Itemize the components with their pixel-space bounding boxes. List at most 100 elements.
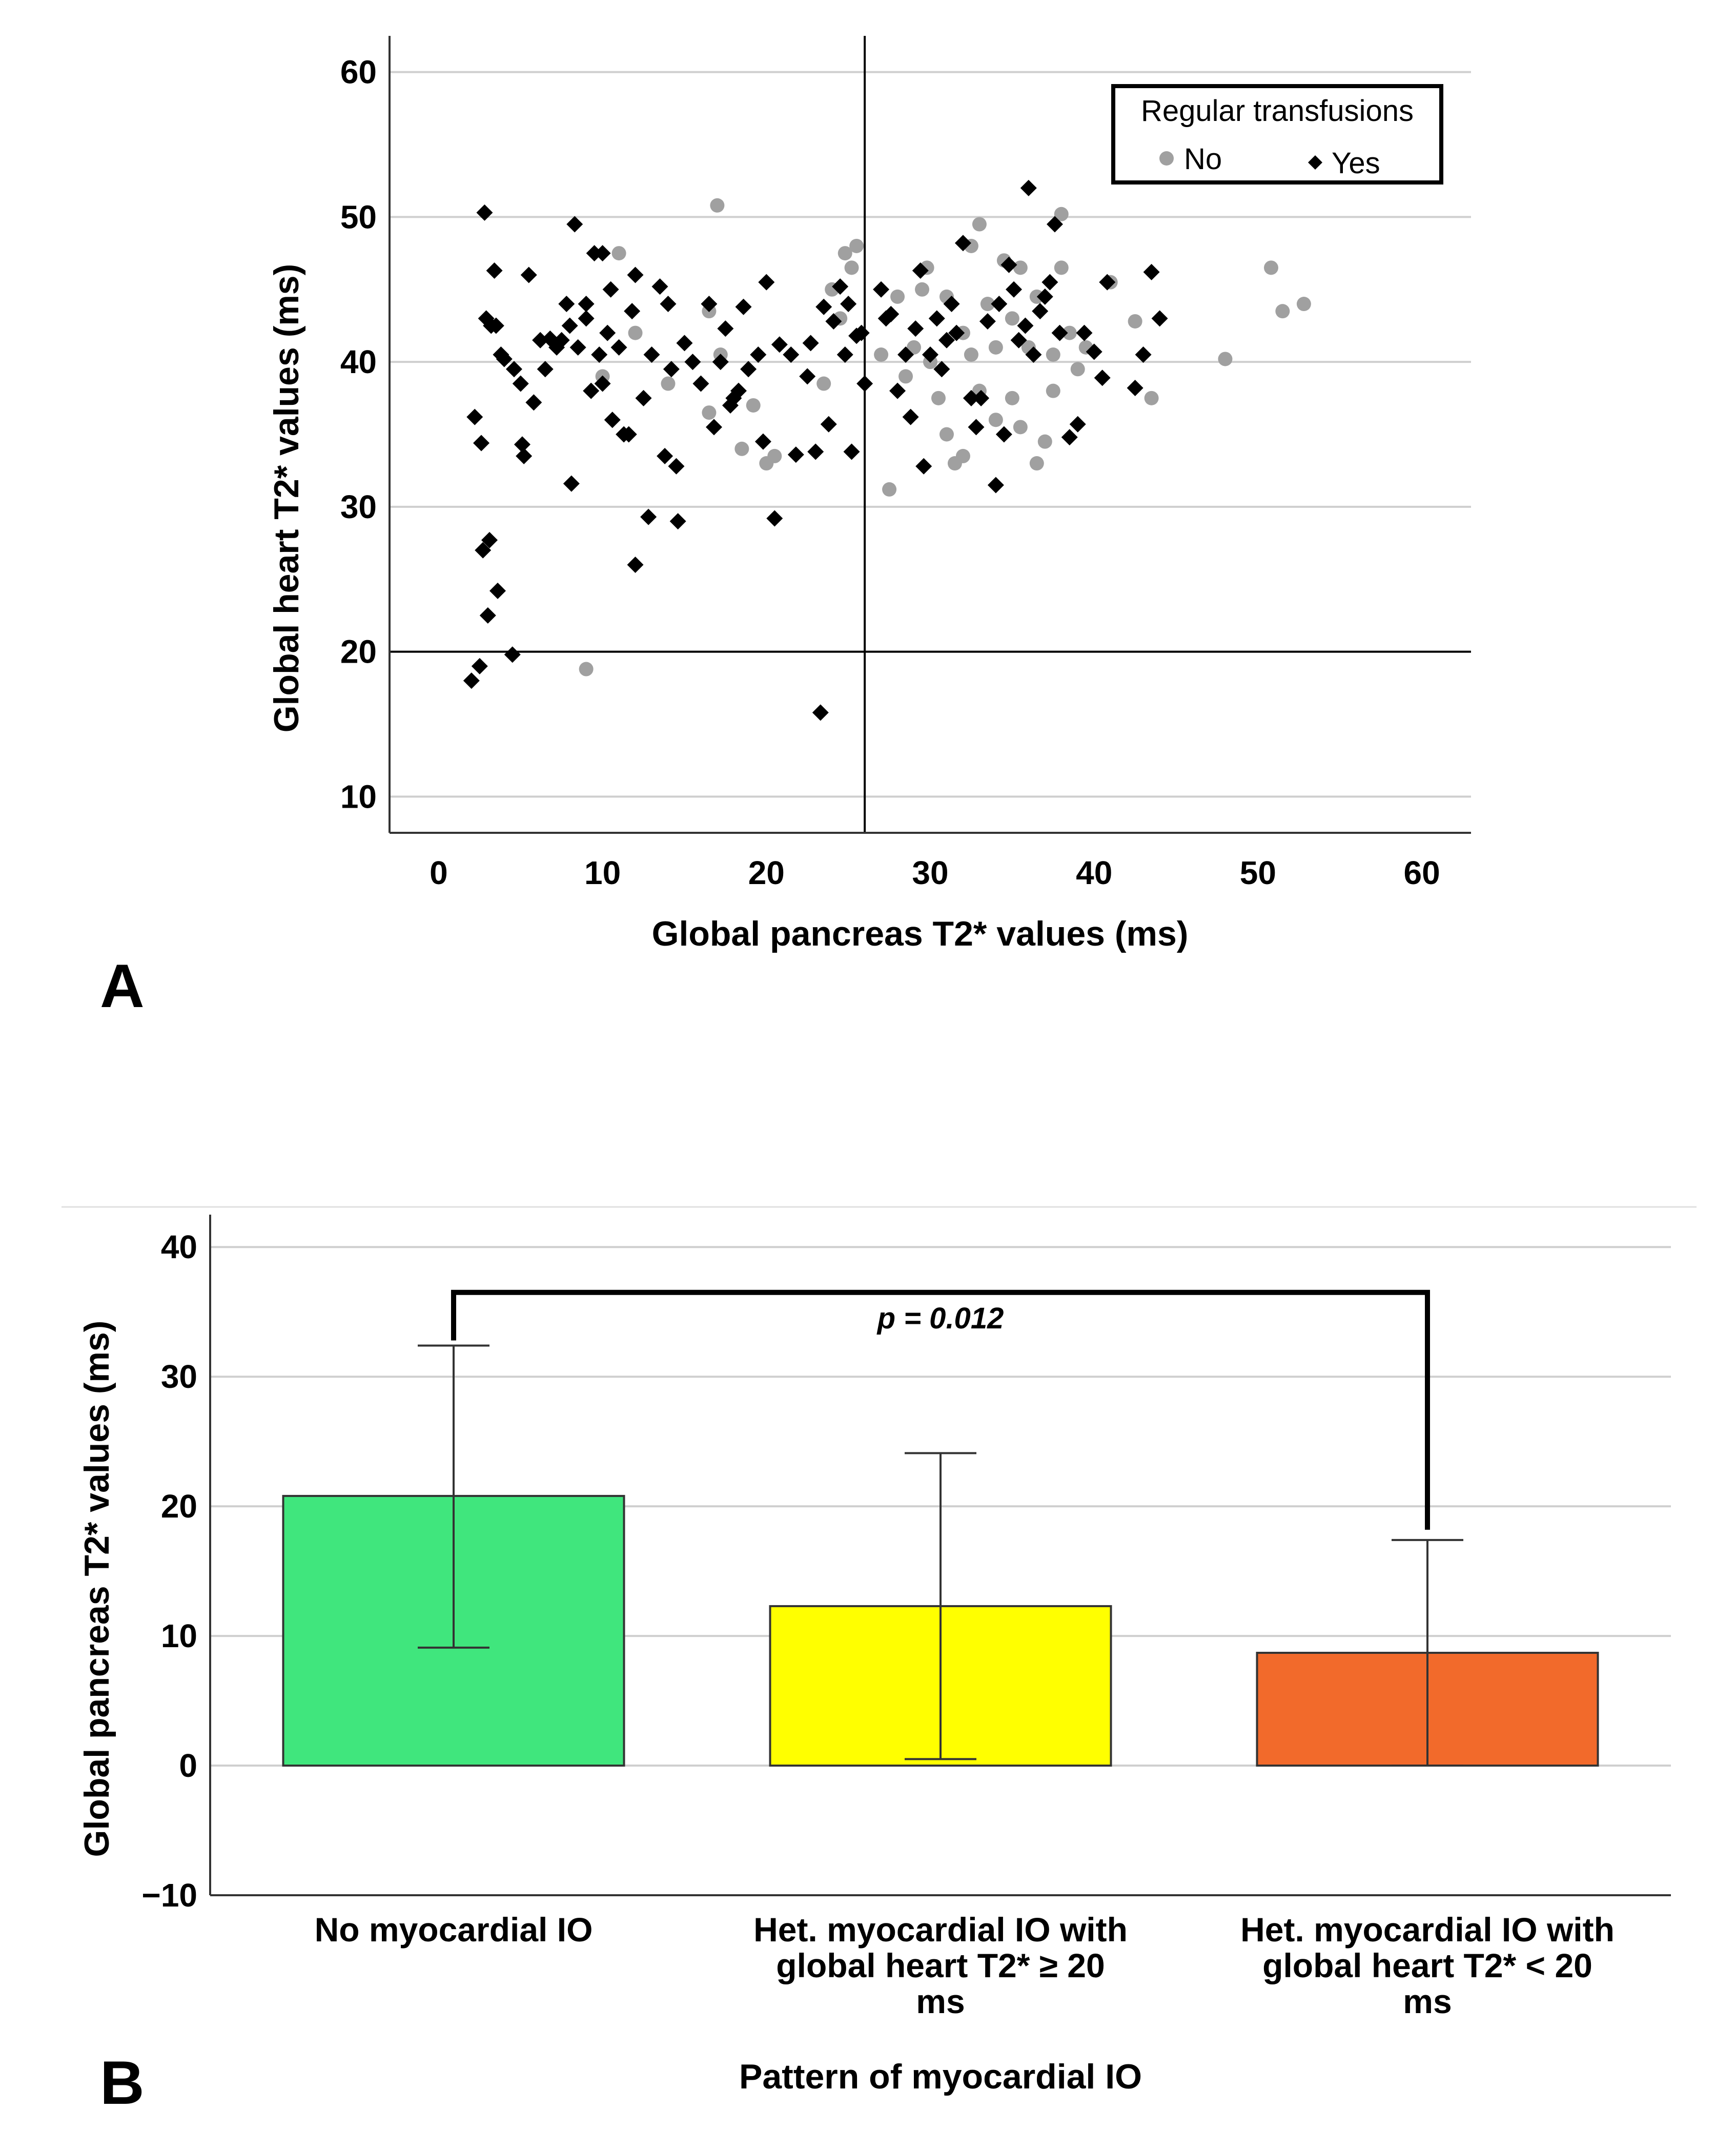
point-yes-transfusion: [481, 531, 498, 548]
point-yes-transfusion: [943, 296, 960, 313]
point-no-transfusion: [1037, 434, 1052, 449]
point-no-transfusion: [1218, 352, 1233, 366]
point-yes-transfusion: [1143, 263, 1160, 280]
scatter-tick-labels: 10 20 30 40 50 60 0 10 20 30 40 50 60: [340, 54, 1440, 891]
point-yes-transfusion: [783, 346, 800, 363]
point-yes-transfusion: [1094, 370, 1111, 386]
point-yes-transfusion: [1041, 274, 1058, 291]
legend-yes-marker: [1308, 155, 1322, 170]
panel-label-a: A: [100, 952, 145, 1020]
point-yes-transfusion: [1127, 380, 1143, 397]
point-no-transfusion: [882, 482, 897, 497]
scatter-x-tick-label: 60: [1403, 854, 1440, 891]
scatter-y-tick-label: 30: [340, 488, 377, 525]
point-yes-transfusion: [1046, 216, 1063, 233]
point-no-transfusion: [838, 246, 852, 261]
point-yes-transfusion: [771, 336, 788, 353]
point-yes-transfusion: [948, 324, 965, 341]
bar-y-tick-label: 0: [179, 1747, 197, 1784]
point-yes-transfusion: [730, 382, 747, 399]
point-yes-transfusion: [853, 324, 870, 341]
point-yes-transfusion: [1051, 324, 1068, 341]
point-yes-transfusion: [825, 313, 842, 330]
point-yes-transfusion: [750, 346, 767, 363]
point-no-transfusion: [988, 340, 1003, 355]
point-no-transfusion: [1046, 347, 1060, 362]
point-yes-transfusion: [676, 335, 693, 352]
point-no-transfusion: [849, 238, 864, 253]
scatter-reference-lines: [390, 36, 1471, 833]
point-no-transfusion: [1144, 391, 1159, 405]
point-yes-transfusion: [602, 281, 619, 298]
point-yes-transfusion: [604, 412, 621, 428]
legend-box: [1111, 84, 1443, 185]
point-yes-transfusion: [995, 426, 1012, 443]
point-no-transfusion: [746, 398, 761, 413]
point-yes-transfusion: [938, 332, 955, 349]
point-no-transfusion: [1005, 311, 1019, 326]
point-yes-transfusion: [505, 361, 522, 378]
error-bars: [418, 1344, 1463, 1767]
legend-yes-label: Yes: [1332, 147, 1380, 180]
point-yes-transfusion: [516, 447, 533, 464]
point-yes-transfusion: [1069, 416, 1086, 433]
point-no-transfusion: [661, 376, 676, 391]
point-yes-transfusion: [812, 704, 829, 721]
point-yes-transfusion: [643, 346, 660, 363]
point-yes-transfusion: [963, 390, 979, 406]
point-yes-transfusion: [766, 510, 783, 527]
point-yes-transfusion: [578, 310, 595, 327]
point-yes-transfusion: [717, 320, 734, 337]
point-no-transfusion: [898, 369, 913, 384]
point-no-transfusion: [767, 448, 782, 463]
point-yes-transfusion: [1020, 179, 1037, 196]
point-no-transfusion: [1054, 260, 1069, 275]
point-no-transfusion: [964, 347, 978, 362]
point-yes-transfusion: [832, 278, 849, 295]
point-yes-transfusion: [1025, 346, 1042, 363]
point-yes-transfusion: [684, 354, 701, 371]
point-no-transfusion: [980, 297, 995, 312]
point-yes-transfusion: [856, 375, 873, 392]
point-yes-transfusion: [657, 447, 673, 464]
bar-y-axis-title: Global pancreas T2* values (ms): [77, 1321, 116, 1857]
point-yes-transfusion: [594, 245, 611, 262]
category-label-line: global heart T2* < 20: [1262, 1946, 1592, 1984]
point-yes-transfusion: [640, 508, 657, 525]
bar-axes: [209, 1215, 1671, 1896]
point-yes-transfusion: [1086, 343, 1102, 360]
point-no-transfusion: [890, 289, 905, 304]
point-no-transfusion: [1296, 297, 1311, 312]
point-yes-transfusion: [787, 446, 804, 463]
point-yes-transfusion: [514, 436, 530, 453]
point-no-transfusion: [1054, 207, 1069, 221]
point-yes-transfusion: [1099, 274, 1116, 291]
point-yes-transfusion: [883, 305, 900, 322]
point-yes-transfusion: [663, 361, 680, 378]
scatter-x-axis-title: Global pancreas T2* values (ms): [652, 914, 1189, 953]
scatter-y-axis-title: Global heart T2* values (ms): [267, 264, 306, 733]
point-yes-transfusion: [520, 267, 537, 283]
point-yes-transfusion: [735, 298, 752, 315]
point-yes-transfusion: [610, 339, 627, 356]
point-yes-transfusion: [591, 346, 608, 363]
legend-no-label: No: [1184, 142, 1222, 176]
point-yes-transfusion: [740, 361, 757, 378]
point-yes-transfusion: [537, 361, 554, 378]
point-no-transfusion: [988, 413, 1003, 427]
point-yes-transfusion: [815, 298, 832, 315]
bar-y-tick-label: 30: [161, 1358, 197, 1395]
scatter-chart-panel-a: 10 20 30 40 50 60 0 10 20 30 40 50 60 Global pancrea…: [100, 36, 1471, 1020]
point-yes-transfusion: [489, 582, 506, 599]
scatter-y-tick-label: 20: [340, 633, 377, 670]
point-yes-transfusion: [1017, 317, 1034, 334]
point-yes-transfusion: [473, 435, 490, 452]
scatter-x-tick-label: 30: [912, 854, 948, 891]
legend-no-marker: [1159, 151, 1174, 166]
point-yes-transfusion: [915, 458, 932, 475]
point-yes-transfusion: [902, 408, 919, 425]
point-yes-transfusion: [954, 235, 971, 252]
point-yes-transfusion: [525, 394, 542, 411]
point-yes-transfusion: [558, 296, 575, 313]
